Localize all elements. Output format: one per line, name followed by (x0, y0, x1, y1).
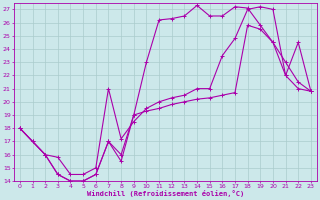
X-axis label: Windchill (Refroidissement éolien,°C): Windchill (Refroidissement éolien,°C) (87, 190, 244, 197)
